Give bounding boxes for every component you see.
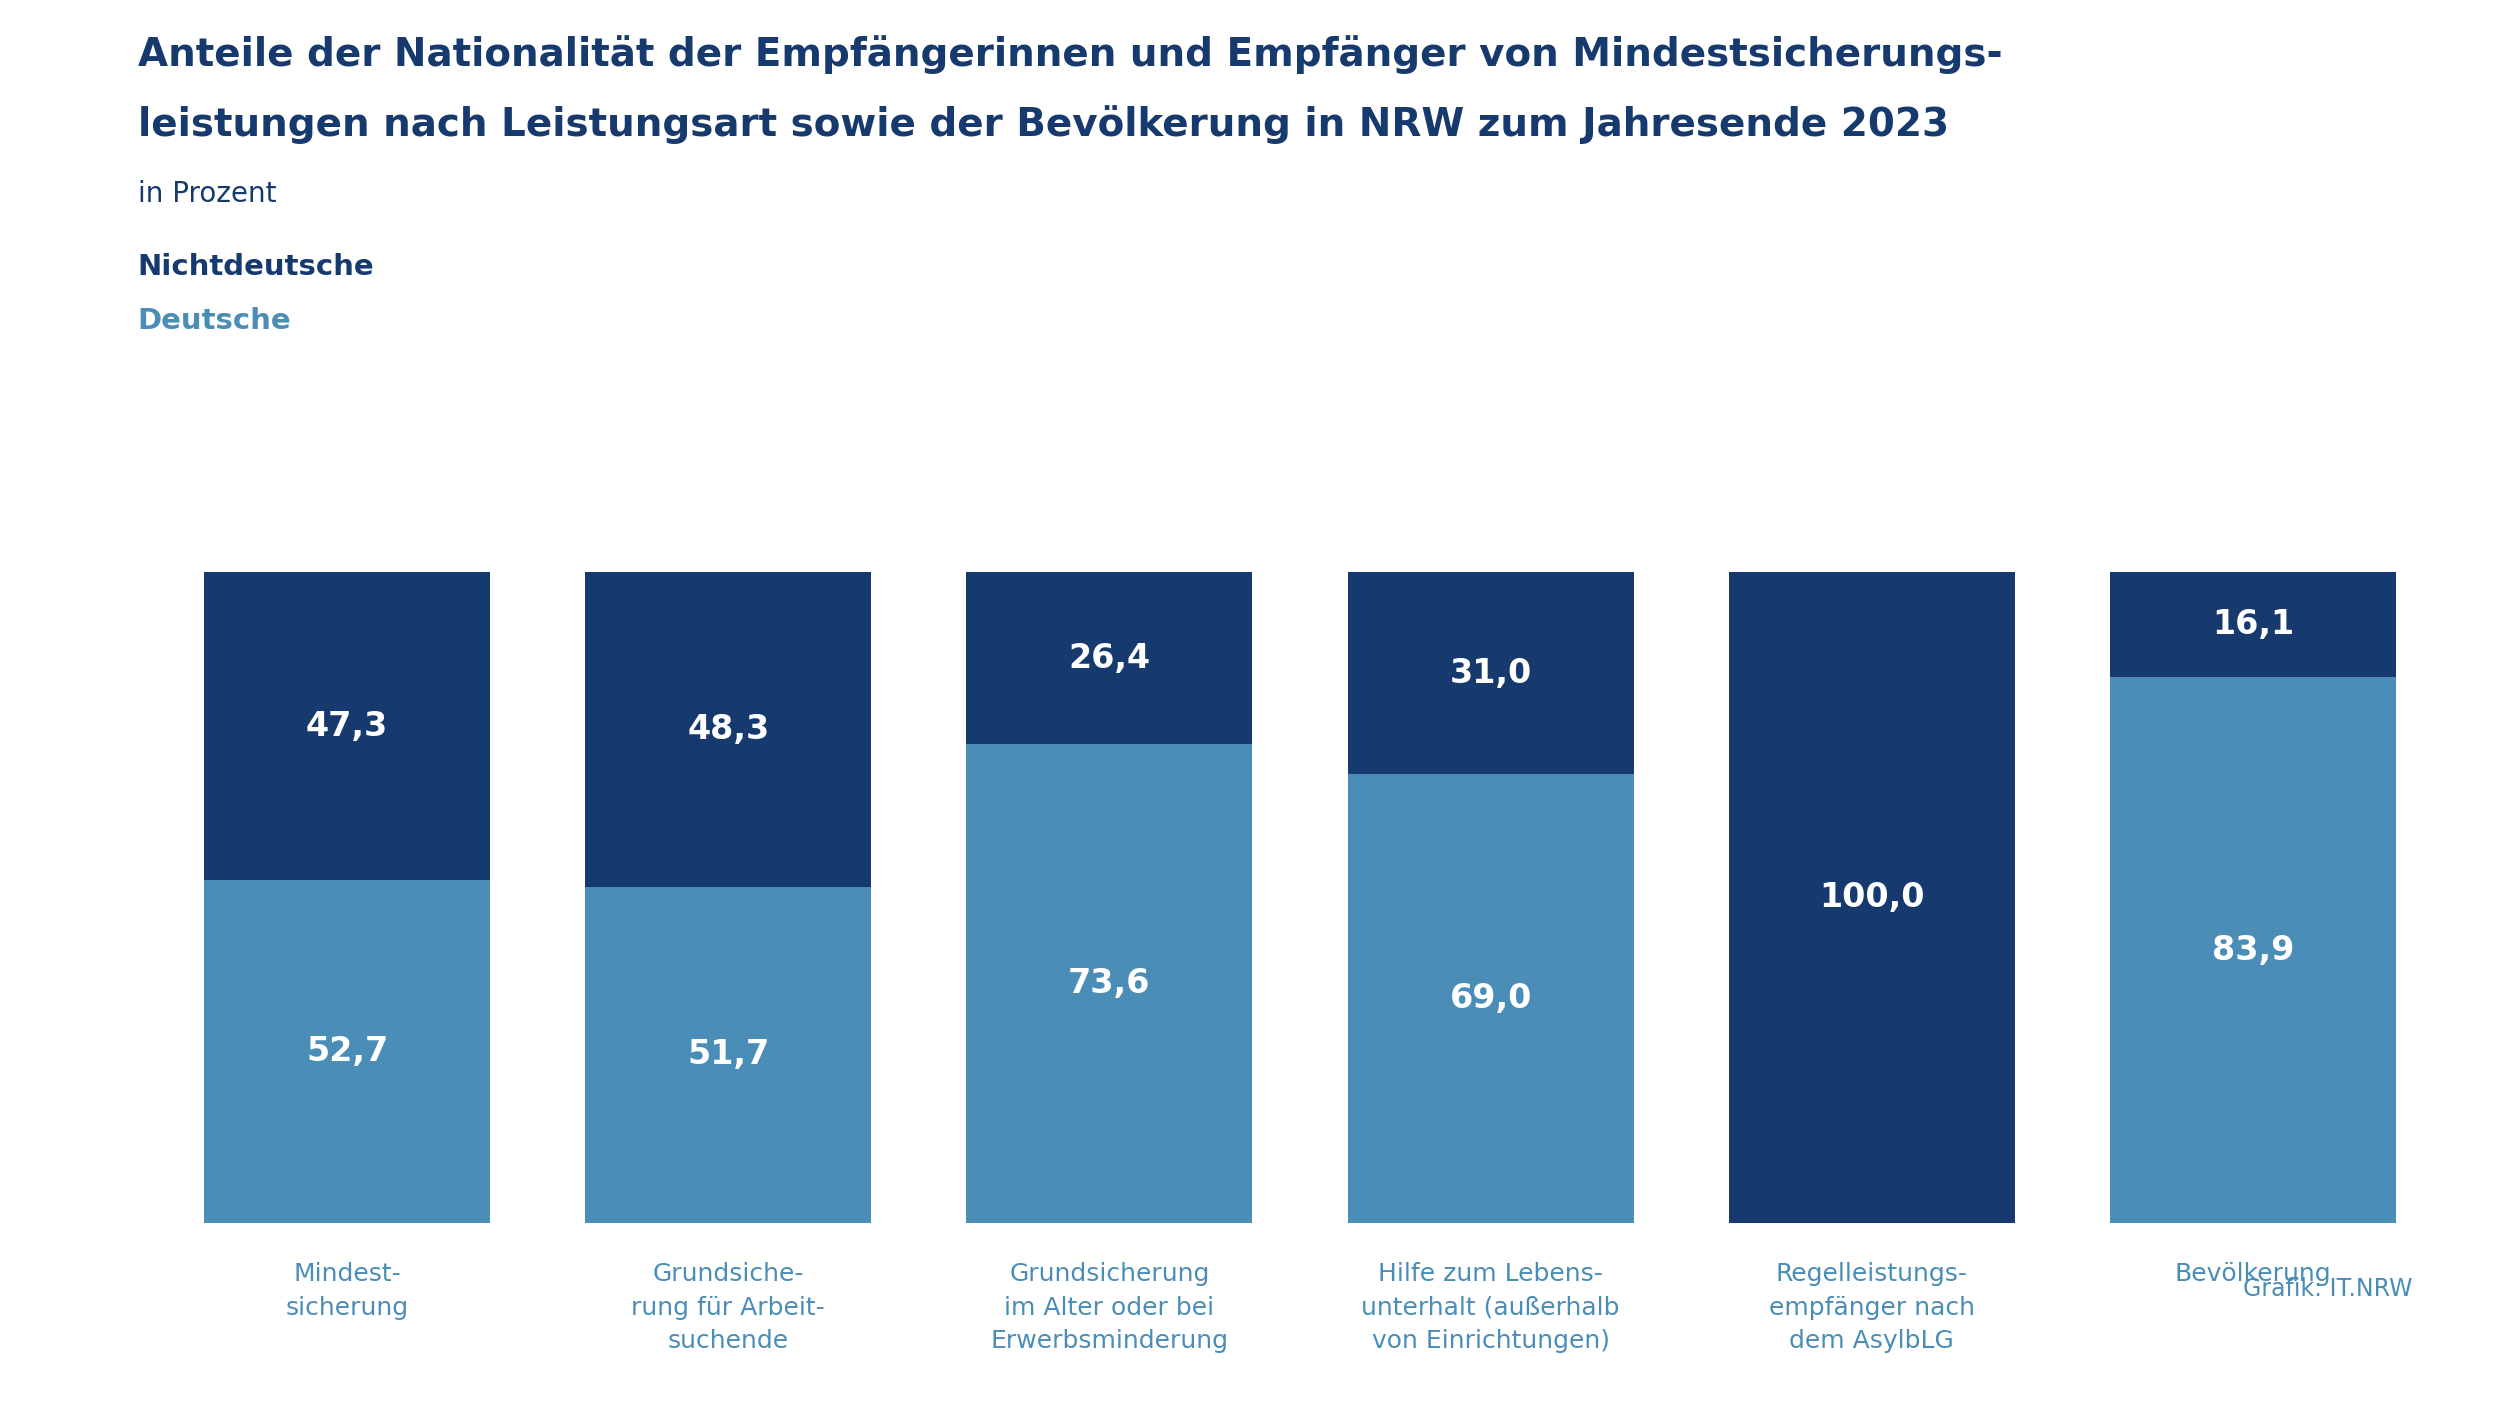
Text: Grundsiche-
rung für Arbeit-
suchende: Grundsiche- rung für Arbeit- suchende xyxy=(632,1263,825,1354)
Text: 52,7: 52,7 xyxy=(305,1035,388,1069)
Bar xyxy=(1730,572,2015,1223)
Text: Deutsche: Deutsche xyxy=(138,307,290,335)
Text: Nichtdeutsche: Nichtdeutsche xyxy=(138,253,375,281)
Text: Mindest-
sicherung: Mindest- sicherung xyxy=(285,1263,408,1320)
Text: 31,0: 31,0 xyxy=(1450,657,1532,690)
Bar xyxy=(1348,572,1632,775)
Bar xyxy=(1348,775,1632,1223)
Bar xyxy=(585,572,870,887)
Text: 51,7: 51,7 xyxy=(688,1039,770,1071)
Text: 100,0: 100,0 xyxy=(1820,882,1925,914)
Bar xyxy=(585,887,870,1223)
Text: in Prozent: in Prozent xyxy=(138,180,275,208)
Bar xyxy=(205,880,490,1223)
Text: 16,1: 16,1 xyxy=(2212,609,2295,641)
Bar xyxy=(2110,572,2395,678)
Text: 47,3: 47,3 xyxy=(305,710,388,742)
Bar xyxy=(205,572,490,880)
Text: Hilfe zum Lebens-
unterhalt (außerhalb
von Einrichtungen): Hilfe zum Lebens- unterhalt (außerhalb v… xyxy=(1362,1263,1620,1354)
Text: Bevölkerung: Bevölkerung xyxy=(2175,1263,2330,1286)
Bar xyxy=(968,744,1252,1223)
Text: 48,3: 48,3 xyxy=(688,713,770,747)
Text: 26,4: 26,4 xyxy=(1068,641,1150,675)
Bar xyxy=(968,572,1252,744)
Text: 73,6: 73,6 xyxy=(1068,967,1150,1000)
Text: 69,0: 69,0 xyxy=(1450,983,1532,1015)
Bar xyxy=(2110,678,2395,1223)
Text: leistungen nach Leistungsart sowie der Bevölkerung in NRW zum Jahresende 2023: leistungen nach Leistungsart sowie der B… xyxy=(138,105,1948,145)
Text: Anteile der Nationalität der Empfängerinnen und Empfänger von Mindestsicherungs-: Anteile der Nationalität der Empfängerin… xyxy=(138,35,2002,75)
Text: Grafik: IT.NRW: Grafik: IT.NRW xyxy=(2242,1277,2412,1301)
Text: Regelleistungs-
empfänger nach
dem AsylbLG: Regelleistungs- empfänger nach dem Asylb… xyxy=(1768,1263,1975,1354)
Text: 83,9: 83,9 xyxy=(2212,934,2295,967)
Text: Grundsicherung
im Alter oder bei
Erwerbsminderung: Grundsicherung im Alter oder bei Erwerbs… xyxy=(990,1263,1228,1354)
